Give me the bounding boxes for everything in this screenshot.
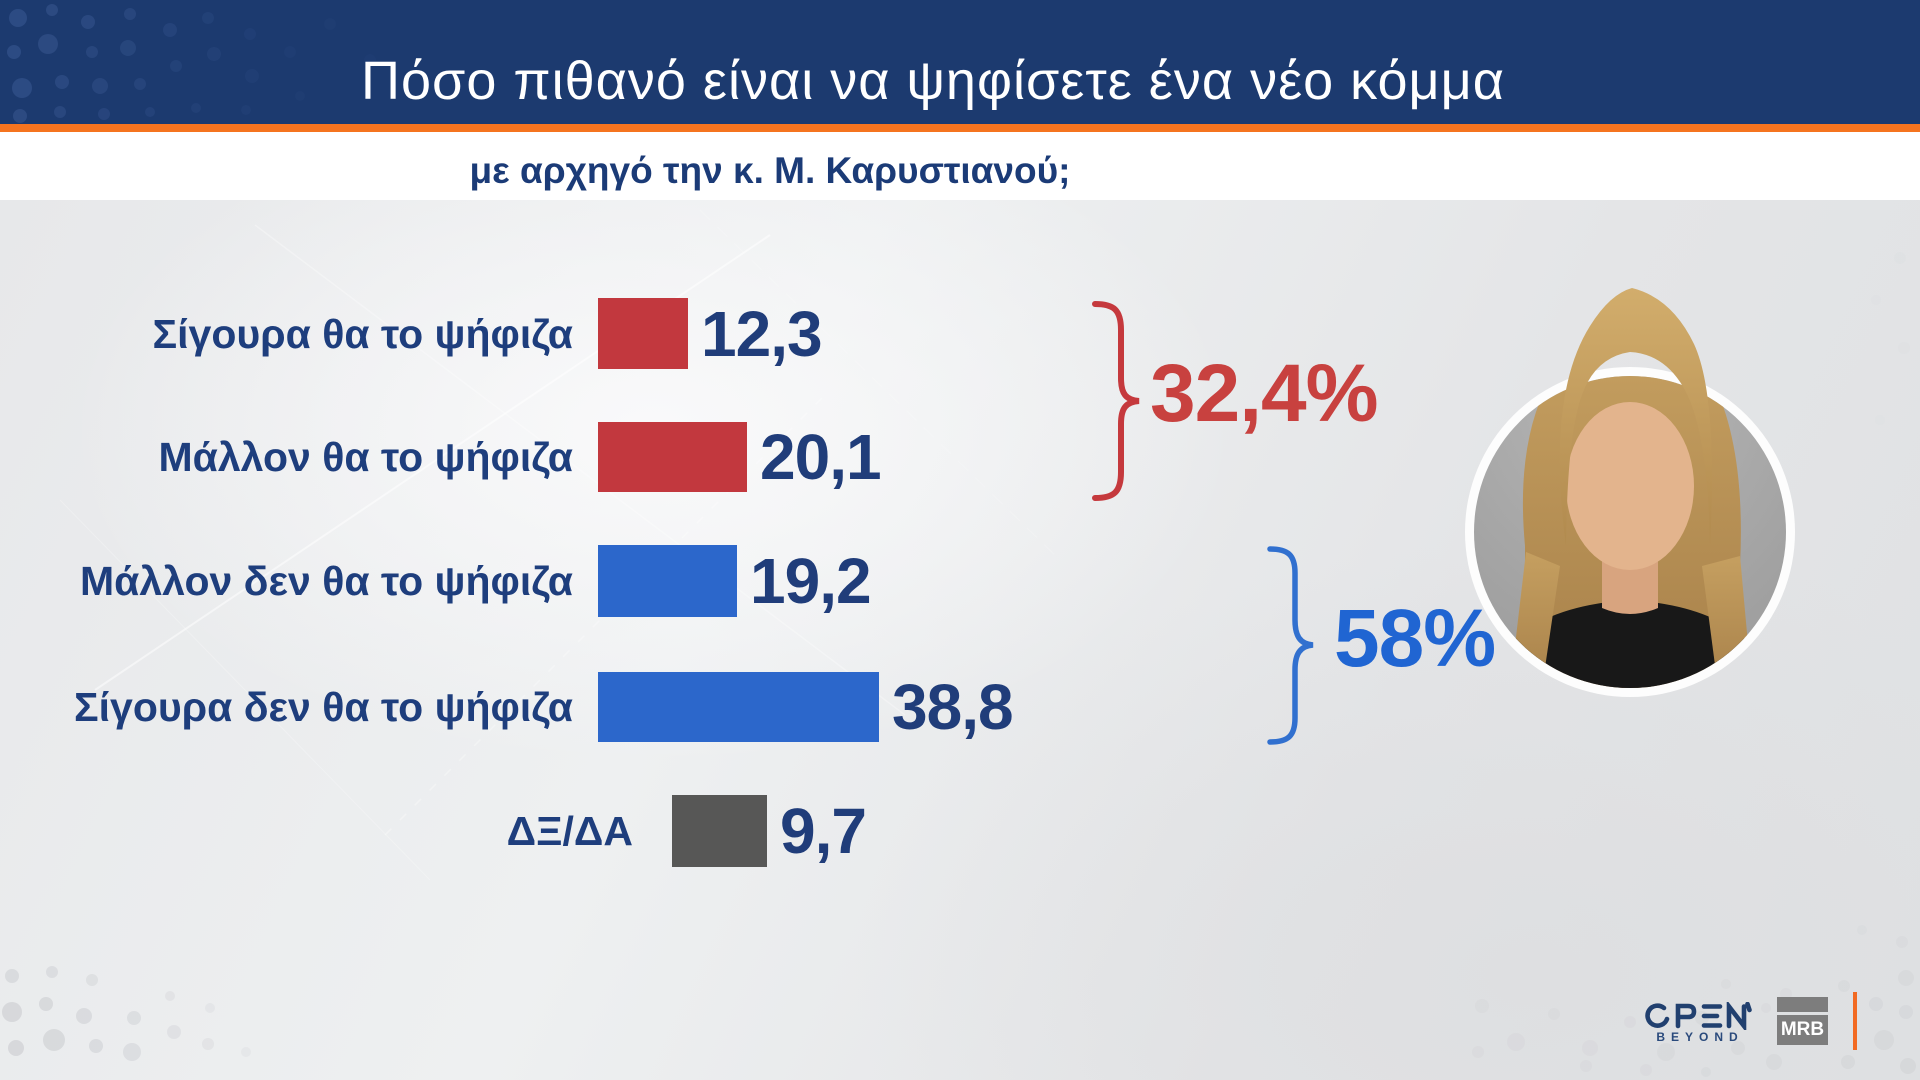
bar-value: 19,2 <box>750 545 872 617</box>
open-logo-tagline: BEYOND <box>1656 1030 1744 1044</box>
mrb-logo-bar <box>1777 997 1828 1012</box>
bar-label: Μάλλον δεν θα το ψήφιζα <box>79 558 573 604</box>
bar <box>598 422 747 492</box>
bar <box>598 672 879 742</box>
open-logo-n <box>1726 1002 1752 1030</box>
mrb-logo: MRB <box>1777 1015 1828 1045</box>
page-title: Πόσο πιθανό είναι να ψηφίσετε ένα νέο κό… <box>360 51 1505 111</box>
pebbles-right-edge <box>1871 252 1910 425</box>
bar <box>598 298 688 369</box>
bar-value: 12,3 <box>701 297 823 370</box>
page-subtitle: με αρχηγό την κ. Μ. Καρυστιανού; <box>469 150 1071 191</box>
open-logo <box>1645 1002 1752 1030</box>
bar-label: Μάλλον θα το ψήφιζα <box>158 434 573 480</box>
group-total-likely: 32,4% <box>1150 348 1379 439</box>
bar-value: 20,1 <box>760 421 882 493</box>
bar-value: 9,7 <box>780 795 867 867</box>
group-total-unlikely: 58% <box>1334 593 1496 684</box>
orange-divider <box>0 124 1920 132</box>
header-band: Πόσο πιθανό είναι να ψηφίσετε ένα νέο κό… <box>0 0 1920 124</box>
bar-label: ΔΞ/ΔΑ <box>506 808 633 854</box>
bar-value: 38,8 <box>892 671 1014 743</box>
bar <box>598 545 737 617</box>
orange-rule <box>1853 992 1857 1050</box>
subtitle-band: με αρχηγό την κ. Μ. Καρυστιανού; <box>0 132 1920 200</box>
pebbles-bottom-right <box>1472 925 1916 1077</box>
open-logo-e <box>1701 1004 1723 1028</box>
open-logo-o <box>1645 1003 1670 1028</box>
bar-label: Σίγουρα δεν θα το ψήφιζα <box>74 684 573 730</box>
bar-label: Σίγουρα θα το ψήφιζα <box>152 310 573 357</box>
portrait-photo <box>1465 288 1795 697</box>
header-pebble-pattern <box>7 4 376 123</box>
open-logo-p <box>1675 1003 1697 1029</box>
pebbles-bottom-left <box>2 966 251 1061</box>
bar <box>672 795 767 867</box>
